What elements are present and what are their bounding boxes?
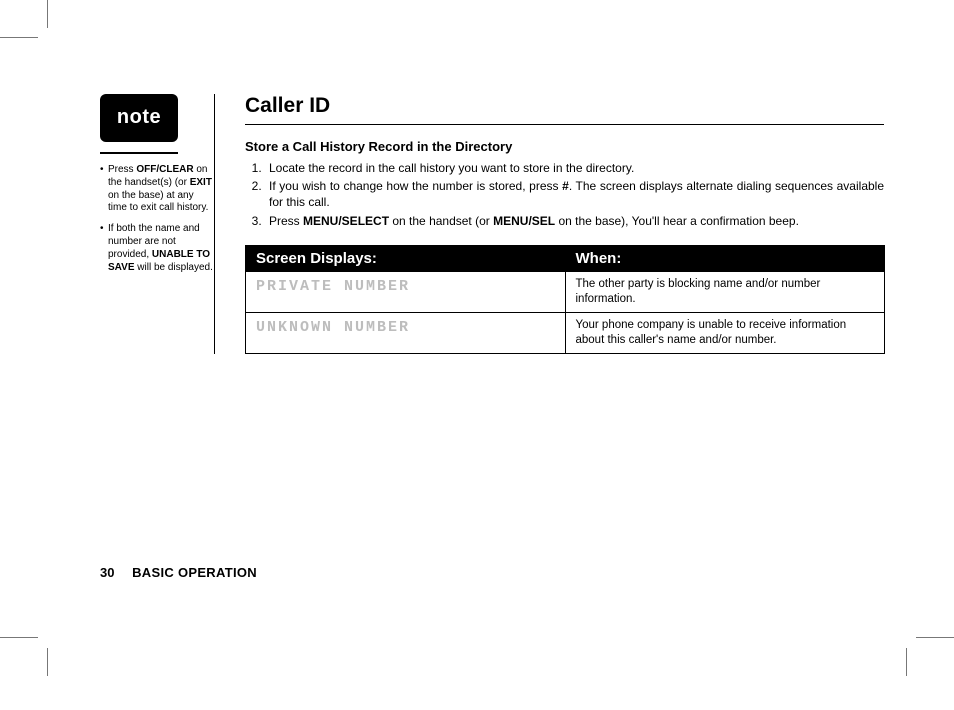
main-column: Caller ID Store a Call History Record in… (214, 94, 884, 354)
page-body: note Press OFF/CLEAR on the handset(s) (… (100, 94, 900, 354)
section-label: BASIC OPERATION (132, 565, 257, 580)
instruction-step: If you wish to change how the number is … (265, 178, 884, 210)
table-row: PRIVATE NUMBERThe other party is blockin… (246, 271, 885, 312)
crop-mark (47, 0, 48, 28)
crop-mark (0, 637, 38, 638)
table-header-when: When: (565, 245, 885, 271)
crop-mark (916, 637, 954, 638)
screen-display-cell: PRIVATE NUMBER (246, 271, 566, 312)
when-cell: Your phone company is unable to receive … (565, 312, 885, 353)
section-subhead: Store a Call History Record in the Direc… (245, 139, 884, 154)
crop-mark (0, 37, 38, 38)
page-footer: 30 BASIC OPERATION (100, 565, 257, 580)
note-item: If both the name and number are not prov… (100, 223, 214, 274)
instruction-step: Press MENU/SELECT on the handset (or MEN… (265, 213, 884, 229)
note-item: Press OFF/CLEAR on the handset(s) (or EX… (100, 164, 214, 215)
screen-display-table: Screen Displays: When: PRIVATE NUMBERThe… (245, 245, 885, 354)
table-header-row: Screen Displays: When: (246, 245, 885, 271)
table-row: UNKNOWN NUMBERYour phone company is unab… (246, 312, 885, 353)
note-divider (100, 152, 178, 154)
page-number: 30 (100, 565, 114, 580)
note-sidebar: note Press OFF/CLEAR on the handset(s) (… (100, 94, 214, 282)
page-title: Caller ID (245, 94, 884, 125)
instruction-steps: Locate the record in the call history yo… (245, 160, 884, 229)
crop-mark (47, 648, 48, 676)
instruction-step: Locate the record in the call history yo… (265, 160, 884, 176)
screen-display-cell: UNKNOWN NUMBER (246, 312, 566, 353)
table-header-displays: Screen Displays: (246, 245, 566, 271)
note-badge: note (100, 94, 178, 142)
crop-mark (906, 648, 907, 676)
when-cell: The other party is blocking name and/or … (565, 271, 885, 312)
